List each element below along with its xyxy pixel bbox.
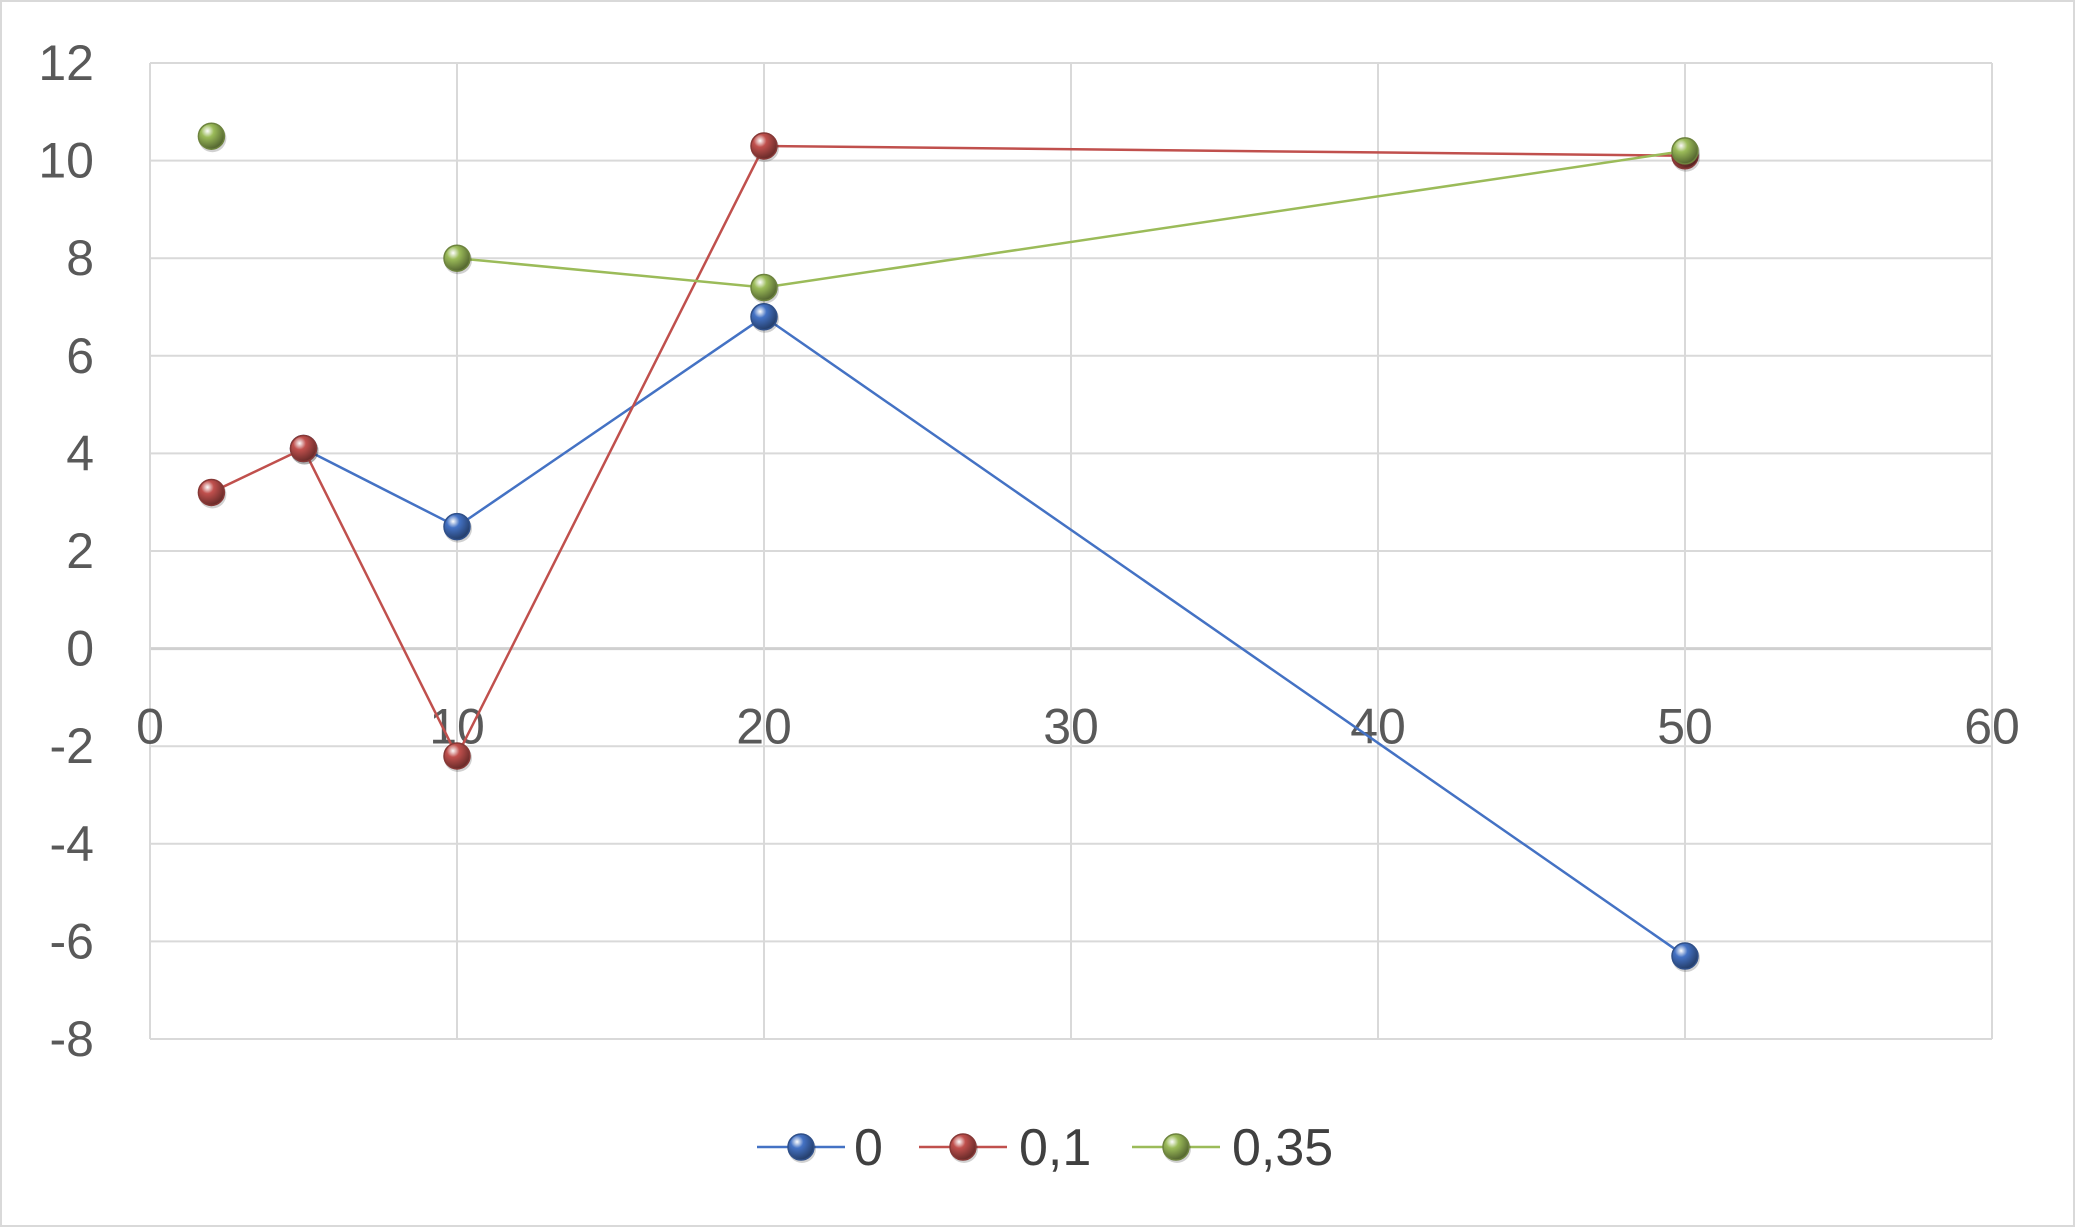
x-tick-label: 0 — [136, 699, 164, 755]
legend-item-3: 0,35 — [1132, 1119, 1333, 1177]
y-tick-label: 8 — [66, 230, 94, 286]
series-3-point — [443, 244, 471, 272]
y-tick-label: -4 — [50, 816, 94, 872]
series-layer — [197, 122, 1700, 973]
legend-label: 0,35 — [1232, 1119, 1333, 1177]
series-3 — [197, 122, 1700, 304]
legend-item-2: 0,1 — [919, 1119, 1091, 1177]
series-3-point — [1671, 137, 1699, 165]
x-tick-label: 60 — [1964, 699, 2020, 755]
legend-label: 0 — [854, 1119, 883, 1177]
series-1-point — [750, 303, 778, 331]
y-tick-label: 10 — [38, 133, 94, 189]
legend-item-1: 0 — [757, 1119, 883, 1177]
series-1-line — [302, 315, 1686, 958]
series-2 — [197, 132, 1700, 772]
series-1-point — [1671, 942, 1699, 970]
series-1-point — [443, 512, 471, 541]
legend-marker — [1162, 1133, 1190, 1161]
y-tick-label: 2 — [66, 523, 94, 579]
legend-marker — [949, 1133, 977, 1161]
series-2-line — [210, 144, 1686, 759]
legend: 0 0,1 0,35 — [757, 1119, 1333, 1177]
grid-layer — [149, 62, 1993, 1040]
series-3-point — [750, 273, 778, 302]
series-2-point — [750, 132, 778, 160]
legend-marker — [787, 1133, 815, 1161]
y-tick-label: -8 — [50, 1011, 94, 1067]
series-2-point — [197, 478, 226, 507]
y-tick-label: -6 — [50, 913, 94, 969]
series-2-point — [443, 742, 471, 770]
legend-label: 0,1 — [1019, 1119, 1091, 1177]
y-tick-label: 4 — [66, 425, 94, 481]
y-tick-label: -2 — [50, 718, 94, 774]
series-1 — [289, 303, 1700, 973]
x-tick-label: 50 — [1657, 699, 1713, 755]
y-tick-label: 6 — [66, 328, 94, 384]
x-tick-label: 40 — [1350, 699, 1406, 755]
series-2-point — [289, 434, 318, 463]
series-3-point — [197, 122, 226, 150]
x-tick-label: 30 — [1043, 699, 1099, 755]
y-tick-label: 0 — [66, 621, 94, 677]
x-tick-label: 20 — [736, 699, 792, 755]
y-tick-label: 12 — [38, 35, 94, 91]
